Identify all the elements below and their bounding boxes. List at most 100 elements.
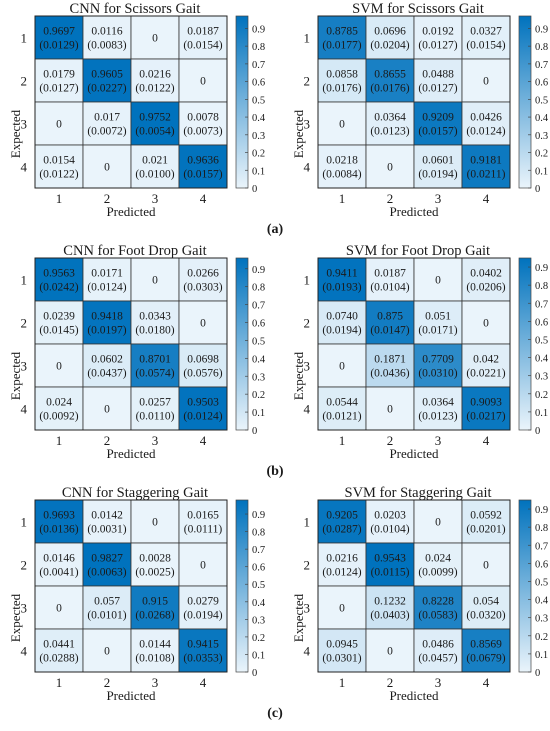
cell-value-label: 0.0327: [470, 26, 502, 38]
heatmap-cell: [34, 101, 84, 146]
cell-value-label: 0.9693: [43, 510, 75, 522]
colorbar: [518, 257, 532, 431]
colorbar-tick-label: 0.9: [252, 265, 265, 276]
y-tick-label: 3: [21, 359, 28, 374]
y-tick-label: 2: [21, 316, 28, 331]
heatmap-cell: [130, 144, 180, 189]
y-axis-label: Expected: [8, 351, 23, 400]
chart-title: CNN for Foot Drop Gait: [63, 243, 206, 259]
cell-value-label: 0.8701: [139, 354, 171, 366]
colorbar-tick-label: 0.6: [535, 78, 548, 89]
matrix-border: [317, 499, 511, 673]
heatmap-cell: [461, 101, 511, 146]
cell-std-label: (0.0197): [87, 325, 126, 337]
y-tick-label: 3: [304, 601, 311, 616]
colorbar-tick-label: 0.7: [535, 541, 548, 552]
y-axis-label: Expected: [291, 593, 306, 642]
cell-std-label: (0.0127): [39, 83, 78, 95]
colorbar-tick-label: 0.3: [535, 131, 548, 142]
cell-value-label: 0: [152, 33, 158, 45]
colorbar-tick-label: 0.3: [252, 615, 265, 626]
x-tick-label: 3: [435, 191, 442, 206]
y-tick-label: 2: [21, 74, 28, 89]
cell-value-label: 0.0142: [91, 510, 123, 522]
cell-value-label: 0.0216: [139, 69, 171, 81]
cell-std-label: (0.0124): [322, 567, 361, 579]
colorbar-tick-label: 0.7: [252, 60, 265, 71]
colorbar-tick-label: 0.5: [252, 95, 265, 106]
colorbar-tick-label: 0.2: [252, 633, 265, 644]
cell-value-label: 0.0028: [139, 553, 171, 565]
heatmap-cell: [365, 585, 415, 630]
y-tick-label: 2: [21, 558, 28, 573]
cell-std-label: (0.0176): [370, 83, 409, 95]
heatmap-cell: [130, 386, 180, 431]
x-tick-label: 4: [200, 433, 207, 448]
heatmap-cell: [317, 257, 367, 302]
cell-std-label: (0.0145): [39, 325, 78, 337]
y-tick-label: 2: [304, 74, 311, 89]
cell-std-label: (0.0154): [466, 40, 505, 52]
cell-value-label: 0.0486: [422, 639, 454, 651]
heatmap-cell: [178, 58, 228, 103]
cell-std-label: (0.0122): [39, 169, 78, 181]
cell-value-label: 0.0216: [326, 553, 358, 565]
cell-value-label: 0.0343: [139, 311, 171, 323]
heatmap-cell: [178, 542, 228, 587]
cell-value-label: 0: [104, 404, 110, 416]
cell-std-label: (0.0221): [466, 368, 505, 380]
y-tick-label: 4: [21, 160, 28, 175]
cell-value-label: 0.0544: [326, 397, 358, 409]
cell-value-label: 0: [339, 603, 345, 615]
cell-std-label: (0.0227): [87, 83, 126, 95]
y-tick-label: 4: [21, 402, 28, 417]
heatmap-cell: [365, 101, 415, 146]
colorbar-tick-label: 0.1: [535, 166, 548, 177]
heatmap-cell: [34, 386, 84, 431]
confusion-matrix-panel: CNN for Foot Drop Gait 0.9563 (0.0242) 0.01…: [8, 243, 266, 461]
cell-value-label: 0.9209: [422, 112, 454, 124]
cell-value-label: 0.0426: [470, 112, 502, 124]
cell-value-label: 0.9503: [187, 397, 219, 409]
cell-value-label: 0.8785: [326, 26, 358, 38]
cell-value-label: 0.0698: [187, 354, 219, 366]
cell-std-label: (0.0108): [135, 653, 174, 665]
x-tick-label: 3: [152, 191, 159, 206]
cell-std-label: (0.0025): [135, 567, 174, 579]
cell-value-label: 0.0154: [43, 155, 75, 167]
cell-value-label: 0: [200, 76, 206, 88]
x-tick-label: 4: [200, 675, 207, 690]
colorbar-tick-label: 0.8: [252, 42, 265, 53]
cell-value-label: 0.9827: [91, 553, 123, 565]
cell-std-label: (0.0031): [87, 524, 126, 536]
heatmap-cell: [82, 585, 132, 630]
cell-std-label: (0.0147): [370, 325, 409, 337]
heatmap-cell: [413, 628, 463, 673]
x-tick-label: 3: [152, 675, 159, 690]
heatmap-cell: [317, 144, 367, 189]
colorbar-tick-label: 0.8: [535, 42, 548, 53]
colorbar-tick-label: 0.6: [535, 317, 548, 328]
cell-value-label: 0.1871: [374, 354, 406, 366]
y-tick-label: 1: [21, 515, 28, 530]
cell-value-label: 0.057: [94, 596, 120, 608]
heatmap-cell: [317, 542, 367, 587]
y-axis-label: Expected: [8, 109, 23, 158]
heatmap-cell: [461, 58, 511, 103]
heatmap-cell: [130, 15, 180, 60]
matrix-border: [34, 499, 228, 673]
heatmap-cell: [365, 343, 415, 388]
cell-std-label: (0.0679): [466, 653, 505, 665]
confusion-matrix-panel: SVM for Foot Drop Gait0.9411(0.0193)0.01…: [291, 243, 549, 461]
cell-std-label: (0.0176): [322, 83, 361, 95]
colorbar: [518, 15, 532, 189]
cell-std-label: (0.0301): [322, 653, 361, 665]
cell-value-label: 0.0696: [374, 26, 406, 38]
cell-std-label: (0.0157): [183, 169, 222, 181]
x-tick-label: 1: [339, 191, 346, 206]
cell-value-label: 0.9605: [91, 69, 123, 81]
cell-std-label: (0.0111): [184, 524, 223, 536]
heatmap-cell: [130, 628, 180, 673]
colorbar-tick-label: 0.1: [535, 408, 548, 419]
heatmap-cell: [365, 628, 415, 673]
